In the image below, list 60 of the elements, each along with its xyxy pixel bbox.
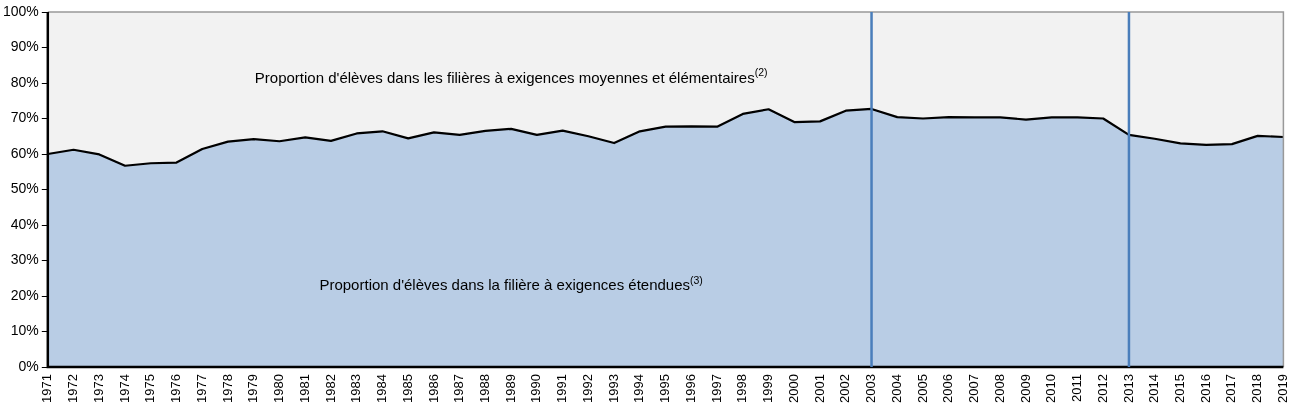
y-tick-label: 10% xyxy=(10,322,39,339)
x-tick-label: 1976 xyxy=(168,374,184,403)
x-tick-label: 2004 xyxy=(888,374,904,403)
x-tick-label: 1988 xyxy=(476,374,492,403)
x-tick-label: 2001 xyxy=(811,374,827,403)
x-tick-label: 2019 xyxy=(1274,374,1290,403)
y-tick-label: 0% xyxy=(18,357,39,374)
x-tick-label: 2006 xyxy=(940,374,956,403)
x-tick-label: 2003 xyxy=(863,374,879,403)
x-tick-label: 2005 xyxy=(914,374,930,403)
x-tick-label: 1999 xyxy=(760,374,776,403)
x-tick-label: 2007 xyxy=(966,374,982,403)
y-tick-label: 70% xyxy=(10,109,39,126)
x-tick-label: 2000 xyxy=(785,374,801,403)
x-tick-label: 1991 xyxy=(554,374,570,403)
x-tick-label: 1992 xyxy=(579,374,595,403)
x-tick-label: 1978 xyxy=(219,374,235,403)
x-tick-label: 1975 xyxy=(142,374,158,403)
y-tick-label: 20% xyxy=(10,286,39,303)
y-tick-label: 100% xyxy=(2,2,39,19)
x-tick-label: 1987 xyxy=(451,374,467,403)
x-tick-label: 1994 xyxy=(631,374,647,403)
x-tick-label: 2013 xyxy=(1120,374,1136,403)
x-tick-label: 2014 xyxy=(1146,374,1162,403)
x-tick-label: 1998 xyxy=(734,374,750,403)
y-tick-label: 40% xyxy=(10,215,39,232)
x-tick-label: 1993 xyxy=(605,374,621,403)
x-tick-label: 1985 xyxy=(399,374,415,403)
x-tick-label: 2016 xyxy=(1197,374,1213,403)
x-tick-label: 1995 xyxy=(657,374,673,403)
x-tick-label: 1986 xyxy=(425,374,441,403)
x-tick-label: 2017 xyxy=(1223,374,1239,403)
y-tick-label: 80% xyxy=(10,73,39,90)
x-tick-label: 1980 xyxy=(271,374,287,403)
x-tick-label: 2012 xyxy=(1094,374,1110,403)
y-tick-label: 50% xyxy=(10,180,39,197)
x-tick-label: 2018 xyxy=(1249,374,1265,403)
x-tick-label: 1996 xyxy=(682,374,698,403)
x-tick-label: 1979 xyxy=(245,374,261,403)
x-tick-label: 1973 xyxy=(90,374,106,403)
x-tick-label: 1997 xyxy=(708,374,724,403)
x-tick-label: 1990 xyxy=(528,374,544,403)
x-tick-label: 1989 xyxy=(502,374,518,403)
x-tick-label: 2010 xyxy=(1043,374,1059,403)
x-tick-label: 2015 xyxy=(1172,374,1188,403)
x-tick-label: 1981 xyxy=(296,374,312,403)
y-tick-label: 30% xyxy=(10,251,39,268)
y-tick-label: 60% xyxy=(10,144,39,161)
x-tick-label: 1983 xyxy=(348,374,364,403)
x-tick-label: 1984 xyxy=(374,374,390,403)
x-tick-label: 2011 xyxy=(1069,374,1085,403)
y-tick-label: 90% xyxy=(10,38,39,55)
x-tick-label: 1971 xyxy=(39,374,55,403)
x-tick-label: 1972 xyxy=(65,374,81,403)
x-tick-label: 2008 xyxy=(991,374,1007,403)
x-tick-label: 2009 xyxy=(1017,374,1033,403)
x-tick-label: 1977 xyxy=(193,374,209,403)
x-tick-label: 2002 xyxy=(837,374,853,403)
x-tick-label: 1982 xyxy=(322,374,338,403)
x-tick-label: 1974 xyxy=(116,374,132,403)
